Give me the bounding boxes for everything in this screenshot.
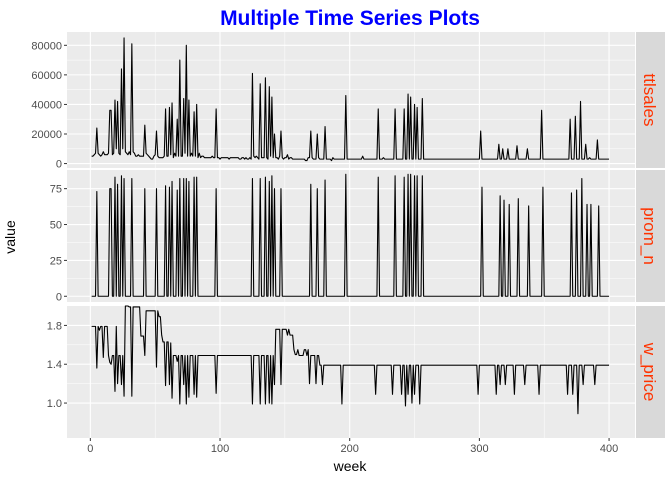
y-tick-label: 0 [56, 159, 62, 171]
y-axis-title: value [2, 220, 18, 254]
facet-strip [636, 170, 665, 302]
y-tick-label: 60000 [31, 70, 62, 82]
facet-strip [636, 306, 665, 438]
y-tick-label: 80000 [31, 40, 62, 52]
y-tick-label: 1.4 [47, 359, 62, 371]
series-line-w_price [91, 305, 610, 415]
facet-w_price: 1.0 1.4 1.8 w_price [47, 305, 665, 438]
facet-panels: 0 20000 40000 60000 80000 ttlsales 0 25 50 75 prom… [31, 32, 665, 438]
panel-background [67, 32, 635, 168]
strip-label-w_price: w_price [640, 342, 659, 402]
y-tick-label: 50 [50, 220, 62, 232]
panel-background [67, 170, 635, 302]
x-axis: 0 100 200 300 400 [87, 438, 618, 455]
series-line-prom_n [91, 173, 610, 297]
series-line-ttlsales [91, 37, 610, 162]
x-tick-label: 100 [211, 443, 229, 455]
y-tick-label: 40000 [31, 99, 62, 111]
facet-ttlsales: 0 20000 40000 60000 80000 ttlsales [31, 32, 665, 171]
y-tick-label: 0 [56, 291, 62, 303]
strip-label-ttlsales: ttlsales [640, 74, 659, 127]
y-tick-label: 25 [50, 255, 62, 267]
y-tick-label: 75 [50, 184, 62, 196]
strip-label-prom_n: prom_n [640, 207, 659, 265]
y-tick-label: 20000 [31, 129, 62, 141]
x-tick-label: 400 [600, 443, 618, 455]
x-tick-label: 200 [341, 443, 359, 455]
facet-strip [636, 32, 665, 168]
x-axis-title: week [333, 458, 368, 474]
y-tick-label: 1.0 [47, 398, 62, 410]
x-tick-label: 300 [470, 443, 488, 455]
x-tick-label: 0 [87, 443, 93, 455]
chart-title: Multiple Time Series Plots [220, 7, 480, 30]
y-tick-label: 1.8 [47, 320, 62, 332]
facet-prom_n: 0 25 50 75 prom_n [50, 170, 665, 303]
